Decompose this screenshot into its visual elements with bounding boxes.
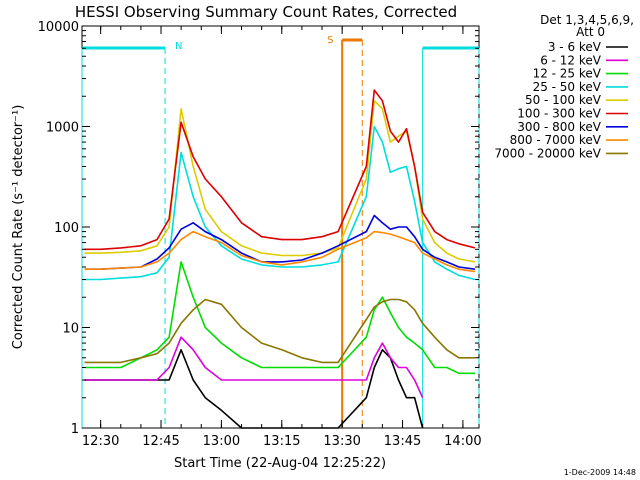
legend-label-6: 300 - 800 keV	[517, 120, 601, 134]
x-tick-label-2: 13:00	[203, 434, 240, 449]
x-tick-label-5: 13:45	[384, 434, 421, 449]
y-tick-label-1: 10	[62, 322, 79, 337]
series-line-5	[84, 89, 476, 251]
legend-label-8: 7000 - 20000 keV	[494, 146, 601, 160]
y-tick-label-2: 100	[54, 221, 79, 236]
series-line-6	[84, 214, 476, 270]
legend-label-2: 12 - 25 keV	[533, 67, 602, 81]
legend-label-1: 6 - 12 keV	[540, 53, 602, 67]
series-line-3	[84, 125, 476, 281]
legend-label-7: 800 - 7000 keV	[510, 133, 602, 147]
x-tick-label-3: 13:15	[263, 434, 300, 449]
marker-layer: NS	[81, 35, 480, 428]
plot-area: NS	[81, 25, 480, 429]
x-tick-label-6: 14:00	[444, 434, 481, 449]
x-tick-label-0: 12:30	[82, 434, 119, 449]
y-axis-ticks: 1 10 100 1000 10000	[38, 20, 479, 437]
series-layer	[84, 89, 476, 429]
legend-label-0: 3 - 6 keV	[548, 40, 602, 54]
saa-label: S	[327, 35, 333, 46]
y-axis-label: Corrected Count Rate (s⁻¹ detector⁻¹)	[11, 105, 26, 350]
x-tick-label-4: 13:30	[323, 434, 360, 449]
series-line-2	[84, 261, 475, 375]
y-tick-label-0: 1	[71, 422, 79, 437]
y-tick-label-3: 1000	[46, 121, 79, 136]
x-axis-ticks: 12:30 12:45 13:00 13:15 13:30 13:45 14:00	[82, 26, 482, 449]
series-line-1	[84, 336, 424, 399]
x-tick-label-1: 12:45	[142, 434, 179, 449]
series-line-8	[84, 298, 475, 364]
legend-header-line1: Det 1,3,4,5,6,9,	[540, 13, 634, 27]
night-label: N	[175, 41, 182, 52]
legend-label-3: 25 - 50 keV	[533, 80, 602, 94]
legend-label-4: 50 - 100 keV	[525, 93, 602, 107]
series-line-7	[84, 230, 476, 273]
x-axis-label: Start Time (22-Aug-04 12:25:22)	[174, 456, 386, 471]
legend-header-line2: Att 0	[576, 25, 605, 39]
legend-label-5: 100 - 300 keV	[517, 107, 601, 121]
y-tick-label-4: 10000	[38, 20, 79, 35]
chart-title: HESSI Observing Summary Count Rates, Cor…	[75, 3, 457, 21]
footer-date: 1-Dec-2009 14:48	[564, 468, 636, 477]
series-line-0	[84, 349, 424, 429]
